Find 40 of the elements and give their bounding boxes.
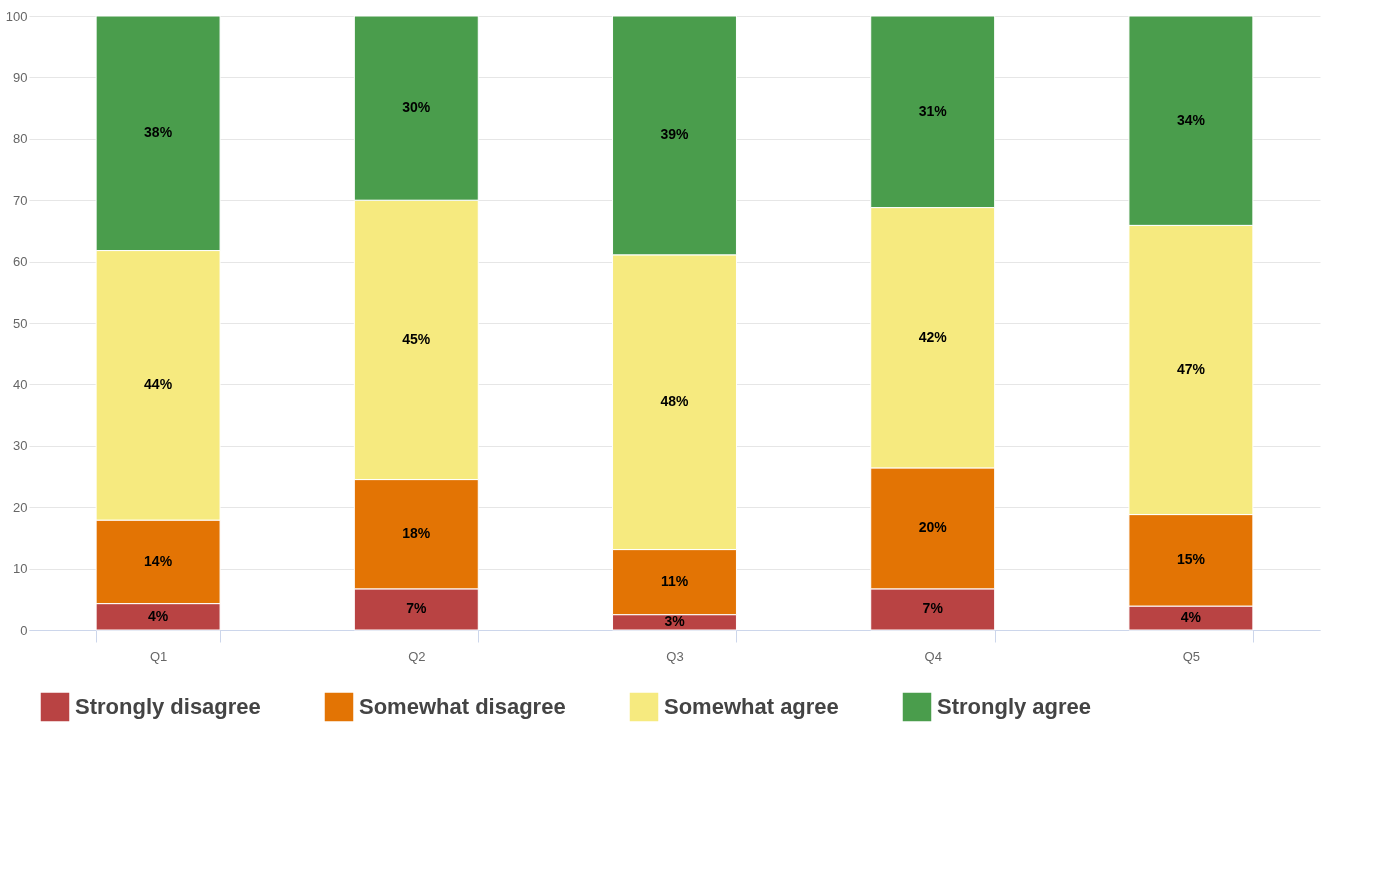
- data-label: 15%: [1176, 551, 1206, 568]
- x-tick-label: Q5: [1182, 648, 1201, 664]
- y-tick-label: 20: [13, 499, 28, 515]
- legend-label: Strongly disagree: [75, 694, 261, 719]
- data-label: 34%: [1176, 111, 1206, 128]
- x-tick-label: Q3: [666, 648, 684, 664]
- x-tick-label: Q1: [149, 648, 168, 664]
- y-tick-label: 100: [5, 8, 28, 24]
- y-tick-label: 40: [13, 376, 28, 392]
- data-label: 7%: [406, 600, 427, 617]
- y-tick-label: 0: [20, 622, 28, 638]
- data-label: 7%: [922, 600, 944, 617]
- data-label: 42%: [918, 328, 948, 345]
- data-label: 38%: [144, 124, 173, 141]
- legend-label: Somewhat disagree: [359, 694, 566, 719]
- data-label: 39%: [660, 126, 690, 143]
- data-label: 45%: [402, 330, 431, 347]
- y-tick-label: 90: [13, 69, 28, 85]
- data-label: 47%: [1176, 360, 1206, 377]
- data-label: 20%: [918, 519, 948, 536]
- data-label: 14%: [144, 552, 173, 569]
- data-label: 31%: [918, 102, 948, 119]
- legend-label: Strongly agree: [937, 694, 1092, 719]
- y-tick-label: 80: [13, 131, 28, 147]
- y-tick-label: 30: [13, 438, 28, 454]
- y-tick-label: 50: [13, 315, 28, 331]
- data-label: 30%: [402, 99, 431, 116]
- data-label: 48%: [660, 393, 690, 410]
- y-tick-label: 60: [13, 254, 28, 270]
- data-label: 11%: [660, 573, 689, 590]
- data-label: 4%: [147, 607, 169, 624]
- y-tick-label: 10: [13, 561, 28, 577]
- x-tick-label: Q2: [408, 648, 426, 664]
- data-label: 3%: [664, 613, 686, 630]
- data-label: 18%: [402, 525, 431, 542]
- x-tick-label: Q4: [924, 648, 942, 664]
- data-label: 44%: [144, 376, 173, 393]
- data-label: 4%: [1180, 609, 1202, 626]
- legend-label: Somewhat agree: [664, 694, 839, 719]
- y-tick-label: 70: [13, 192, 28, 208]
